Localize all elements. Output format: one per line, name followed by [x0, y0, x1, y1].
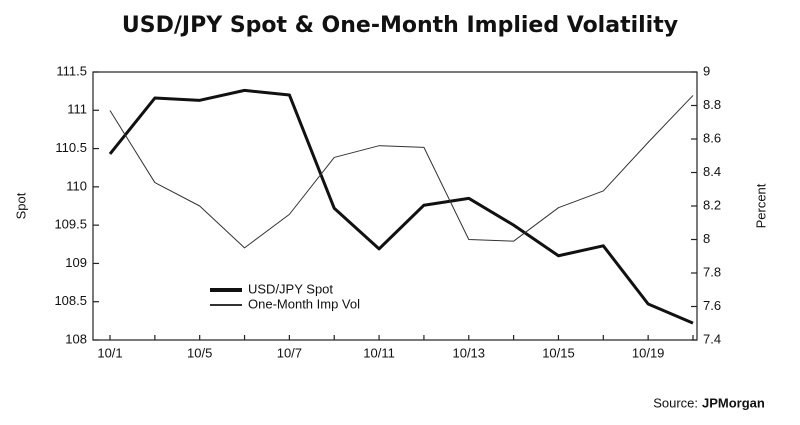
x-tick-label: 10/11 — [363, 345, 395, 360]
y2-tick-label: 9 — [703, 63, 710, 78]
x-tick-label: 10/7 — [277, 345, 302, 360]
y2-tick-label: 8.2 — [703, 197, 721, 212]
x-tick-label: 10/15 — [542, 345, 575, 360]
x-tick-label: 10/19 — [632, 345, 665, 360]
y-axis-label: Spot — [13, 192, 28, 219]
legend-label: USD/JPY Spot — [248, 281, 333, 296]
y-tick-label: 110.5 — [55, 140, 87, 155]
source-label: Source: — [653, 395, 698, 410]
x-tick-label: 10/5 — [187, 345, 212, 360]
y-tick-label: 108 — [65, 331, 87, 346]
source-name: JPMorgan — [702, 395, 765, 410]
y-tick-label: 109.5 — [54, 217, 87, 232]
y-tick-label: 111 — [67, 102, 87, 117]
legend-label: One-Month Imp Vol — [248, 296, 360, 311]
y2-tick-label: 7.6 — [703, 298, 721, 313]
series-line — [108, 88, 694, 325]
y2-axis-label: Percent — [753, 183, 768, 228]
y2-tick-label: 8.8 — [703, 97, 721, 112]
y2-tick-label: 8 — [703, 231, 710, 246]
series-line — [109, 95, 694, 249]
y2-tick-label: 7.4 — [703, 331, 721, 346]
y-tick-label: 110 — [66, 178, 87, 193]
x-tick-label: 10/13 — [452, 345, 485, 360]
x-tick-label: 10/1 — [97, 345, 122, 360]
plot-frame — [92, 71, 698, 341]
y2-tick-label: 8.6 — [703, 130, 721, 145]
y-tick-label: 111.5 — [56, 63, 87, 78]
y2-tick-label: 8.4 — [703, 164, 721, 179]
y-tick-label: 108.5 — [54, 293, 87, 308]
y2-tick-label: 7.8 — [703, 264, 721, 279]
chart-title: USD/JPY Spot & One-Month Implied Volatil… — [122, 13, 678, 38]
y-tick-label: 109 — [65, 255, 87, 270]
